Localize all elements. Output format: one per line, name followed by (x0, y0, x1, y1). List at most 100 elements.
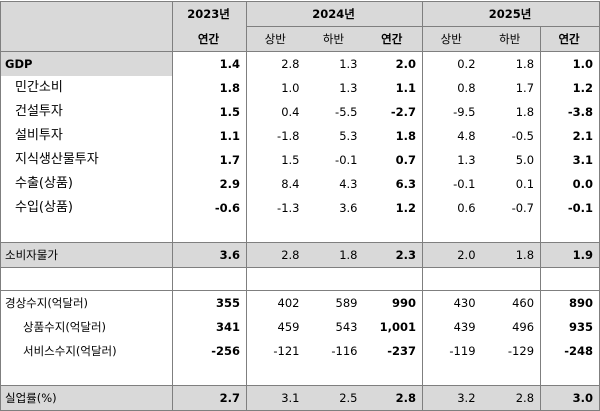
cell-value: 1.9 (540, 242, 600, 268)
cell-value: 5.3 (339, 129, 358, 143)
cell-value: 1.8 (481, 51, 541, 76)
cell-value: -237 (387, 344, 417, 358)
cell-value: 2.7 (172, 385, 247, 411)
cell-value: 0.8 (422, 76, 482, 100)
cell-value: 1.2 (540, 76, 600, 100)
header-corner (0, 1, 173, 27)
cell-value: 3.0 (540, 385, 600, 411)
table-row: 수입(상품) -0.6 -1.3 3.6 1.2 0.6 -0.7 -0.1 (0, 196, 600, 220)
cell-value: 3.6 (339, 201, 358, 215)
cell-value: 935 (540, 315, 600, 339)
header-2025-annual: 연간 (540, 26, 600, 52)
cell-value: 2.0 (422, 242, 482, 268)
cell-value: 0.0 (540, 172, 600, 196)
table-row: 소비자물가 3.6 2.8 1.8 2.3 2.0 1.8 1.9 (0, 242, 600, 268)
cell-value: -1.8 (246, 124, 306, 148)
cell-value: 1.8 (481, 242, 541, 268)
table-row: 상품수지(억달러) 341 459 543 1,001 439 496 935 (0, 315, 600, 339)
cell-value: -248 (540, 339, 600, 363)
row-label: GDP (0, 51, 173, 76)
header-year-2025: 2025년 (422, 1, 600, 27)
cell-value: 402 (246, 290, 306, 315)
spacer-row (0, 363, 600, 386)
spacer-cell (0, 220, 173, 243)
cell-value: 1.8 (219, 81, 240, 95)
header-2024-h1: 상반 (246, 26, 306, 52)
header-2024-annual: 연간 (363, 26, 423, 52)
cell-value: 1.7 (219, 153, 240, 167)
cell-value: 2.3 (363, 242, 423, 268)
cell-value: 2.9 (219, 177, 240, 191)
cell-value: 0.4 (246, 100, 306, 124)
cell-value: 1.8 (515, 105, 535, 119)
table-row: 민간소비 1.8 1.0 1.3 1.1 0.8 1.7 1.2 (0, 76, 600, 100)
cell-value: 4.3 (339, 177, 358, 191)
cell-value: -0.6 (214, 201, 240, 215)
cell-value: -5.5 (335, 105, 358, 119)
table-row: 지식생산물투자 1.7 1.5 -0.1 0.7 1.3 5.0 3.1 (0, 148, 600, 172)
cell-value: 543 (335, 320, 358, 334)
cell-value: 341 (215, 320, 240, 334)
cell-value: 3.2 (422, 385, 482, 411)
cell-value: 430 (422, 290, 482, 315)
cell-value: 2.8 (246, 242, 306, 268)
row-label: 소비자물가 (0, 242, 173, 268)
header-2023-annual: 연간 (172, 26, 247, 52)
row-label: 건설투자 (0, 100, 173, 124)
spacer-row (0, 220, 600, 243)
cell-value: 0.6 (422, 196, 482, 220)
cell-value: 4.8 (422, 124, 482, 148)
cell-value: 890 (540, 290, 600, 315)
cell-value: -0.1 (335, 153, 358, 167)
cell-value: 0.1 (515, 177, 535, 191)
table-row: 서비스수지(억달러) -256 -121 -116 -237 -119 -129… (0, 339, 600, 363)
cell-value: -9.5 (422, 100, 482, 124)
cell-value: 2.5 (305, 385, 364, 411)
header-corner-bottom (0, 26, 173, 52)
table-row: 설비투자 1.1 -1.8 5.3 1.8 4.8 -0.5 2.1 (0, 124, 600, 148)
cell-value: -0.1 (422, 172, 482, 196)
row-label: 실업률(%) (0, 385, 173, 411)
row-label: 서비스수지(억달러) (0, 339, 173, 363)
cell-value: 3.1 (540, 148, 600, 172)
cell-value: 1.5 (219, 105, 240, 119)
cell-value: 1.0 (540, 51, 600, 76)
cell-value: 1.8 (305, 242, 364, 268)
row-label: 수입(상품) (0, 196, 173, 220)
row-label: 민간소비 (0, 76, 173, 100)
cell-value: -256 (211, 344, 240, 358)
cell-value: 1.7 (515, 81, 535, 95)
cell-value: 1.5 (246, 148, 306, 172)
cell-value: 2.8 (246, 51, 306, 76)
cell-value: 1.3 (422, 148, 482, 172)
header-year-2023: 2023년 (172, 1, 247, 27)
header-year-2024: 2024년 (245, 1, 423, 27)
table-row: 수출(상품) 2.9 8.4 4.3 6.3 -0.1 0.1 0.0 (0, 172, 600, 196)
cell-value: 990 (363, 290, 423, 315)
cell-value: 1.3 (339, 81, 358, 95)
table-row: 건설투자 1.5 0.4 -5.5 -2.7 -9.5 1.8 -3.8 (0, 100, 600, 124)
cell-value: 439 (422, 315, 482, 339)
cell-value: -129 (507, 344, 535, 358)
cell-value: 1.1 (395, 81, 417, 95)
cell-value: 2.8 (481, 385, 541, 411)
row-label: 설비투자 (0, 124, 173, 148)
header-2025-h2: 하반 (481, 26, 541, 52)
cell-value: 459 (246, 315, 306, 339)
cell-value: 1,001 (379, 320, 417, 334)
cell-value: 355 (172, 290, 247, 315)
row-label: 상품수지(억달러) (0, 315, 173, 339)
spacer-cell (0, 267, 173, 291)
cell-value: 2.1 (540, 124, 600, 148)
cell-value: 1.4 (172, 51, 247, 76)
cell-value: 496 (512, 320, 535, 334)
cell-value: -121 (246, 339, 306, 363)
cell-value: -3.8 (540, 100, 600, 124)
cell-value: -0.5 (511, 129, 535, 143)
spacer-cell (0, 363, 173, 386)
cell-value: -1.3 (246, 196, 306, 220)
row-label: 수출(상품) (0, 172, 173, 196)
cell-value: 6.3 (395, 177, 417, 191)
